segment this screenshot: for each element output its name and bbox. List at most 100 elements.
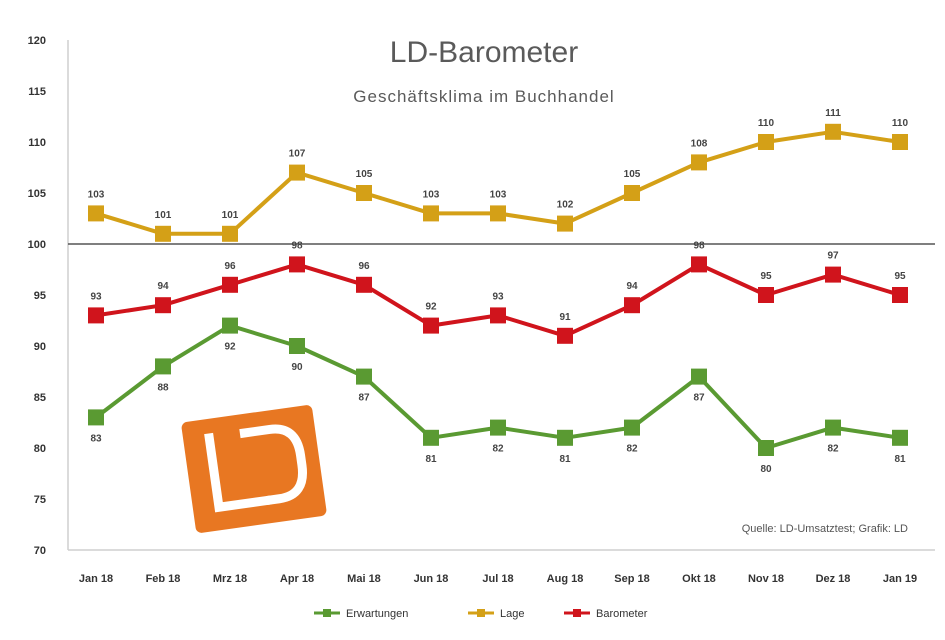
data-label: 107: [289, 149, 306, 160]
data-point-marker: [289, 256, 305, 273]
data-point-marker: [758, 287, 774, 303]
y-tick-label: 110: [28, 137, 46, 149]
legend-label: Lage: [500, 608, 524, 620]
data-point-marker: [758, 440, 774, 456]
x-tick-label: Nov 18: [748, 573, 784, 585]
legend-label: Erwartungen: [346, 608, 408, 620]
data-label: 103: [423, 189, 440, 200]
y-tick-label: 95: [34, 290, 46, 302]
x-tick-label: Feb 18: [146, 573, 181, 585]
y-tick-label: 70: [34, 545, 46, 557]
data-point-marker: [222, 225, 238, 242]
data-point-marker: [222, 276, 238, 293]
data-point-marker: [356, 368, 372, 385]
data-label: 111: [825, 108, 841, 119]
data-label: 90: [291, 362, 303, 373]
data-label: 81: [559, 454, 571, 465]
y-axis-tick-labels: 70 75 80 85 90 95 100 105 110 115 120: [28, 35, 46, 557]
data-label: 88: [157, 382, 169, 393]
x-tick-label: Jan 19: [883, 573, 917, 585]
data-point-marker: [557, 429, 573, 446]
data-point-marker: [155, 358, 171, 375]
x-axis-tick-labels: Jan 18 Feb 18 Mrz 18 Apr 18 Mai 18 Jun 18 Jul …: [79, 573, 917, 585]
data-point-marker: [289, 338, 305, 354]
data-label: 103: [88, 189, 105, 200]
data-label: 87: [358, 393, 370, 404]
x-tick-label: Jul 18: [482, 573, 513, 585]
data-label: 101: [155, 210, 172, 221]
y-tick-label: 115: [28, 86, 46, 98]
data-point-marker: [490, 419, 506, 436]
data-label: 102: [557, 200, 574, 211]
y-tick-label: 85: [34, 392, 46, 404]
data-label: 98: [693, 240, 705, 251]
data-label: 80: [760, 464, 772, 475]
data-point-marker: [691, 154, 707, 171]
x-tick-label: Jan 18: [79, 573, 113, 585]
x-tick-label: Okt 18: [682, 573, 716, 585]
data-point-marker: [624, 185, 640, 201]
legend: Erwartungen Lage Barometer: [314, 608, 648, 620]
series-erwartungen: 83 88 92 90 87 81 82 81 82 87 80 82 81: [88, 317, 908, 475]
data-point-marker: [88, 205, 104, 222]
data-point-marker: [423, 429, 439, 446]
data-point-marker: [490, 307, 506, 324]
series-barometer: 93 94 96 98 96 92 93 91 94 98 95 97 95: [88, 240, 908, 344]
data-point-marker: [88, 409, 104, 426]
x-tick-label: Aug 18: [547, 573, 584, 585]
data-point-marker: [825, 266, 841, 283]
data-label: 81: [894, 454, 906, 465]
data-label: 98: [291, 240, 303, 251]
data-point-marker: [825, 123, 841, 140]
data-label: 82: [626, 444, 638, 455]
chart-title: LD-Barometer: [390, 36, 578, 69]
y-tick-label: 100: [28, 239, 46, 251]
data-point-marker: [356, 276, 372, 293]
data-label: 110: [892, 118, 909, 129]
data-label: 95: [894, 271, 906, 282]
legend-marker: [323, 609, 331, 617]
data-label: 96: [224, 261, 236, 272]
y-tick-label: 105: [28, 188, 46, 200]
data-point-marker: [490, 205, 506, 222]
data-label: 103: [490, 189, 507, 200]
data-label: 91: [559, 312, 571, 323]
legend-item: Erwartungen: [314, 608, 408, 620]
data-point-marker: [155, 225, 171, 242]
data-label: 81: [425, 454, 437, 465]
data-point-marker: [88, 307, 104, 324]
legend-marker: [573, 609, 581, 617]
source-note: Quelle: LD-Umsatztest; Grafik: LD: [742, 523, 908, 535]
data-label: 105: [356, 169, 373, 180]
data-label: 87: [693, 393, 705, 404]
data-point-marker: [892, 429, 908, 446]
data-label: 94: [157, 281, 169, 292]
data-point-marker: [155, 297, 171, 314]
data-label: 96: [358, 261, 370, 272]
data-point-marker: [423, 205, 439, 222]
x-tick-label: Apr 18: [280, 573, 314, 585]
data-point-marker: [356, 185, 372, 201]
series-lage: 103 101 101 107 105 103 103 102 105 108 110 111 110: [88, 108, 909, 242]
data-label: 97: [827, 251, 839, 262]
data-label: 101: [222, 210, 239, 221]
data-label: 92: [224, 342, 236, 353]
data-point-marker: [825, 419, 841, 436]
data-label: 83: [90, 433, 102, 444]
data-point-marker: [691, 256, 707, 273]
data-point-marker: [624, 297, 640, 314]
data-point-marker: [892, 134, 908, 150]
x-tick-label: Jun 18: [414, 573, 449, 585]
y-tick-label: 75: [34, 494, 46, 506]
data-label: 93: [492, 291, 504, 302]
data-label: 105: [624, 169, 641, 180]
data-label: 108: [691, 138, 708, 149]
data-point-marker: [289, 164, 305, 181]
x-tick-label: Sep 18: [614, 573, 649, 585]
data-point-marker: [423, 317, 439, 334]
data-point-marker: [557, 215, 573, 232]
data-label: 82: [827, 444, 839, 455]
